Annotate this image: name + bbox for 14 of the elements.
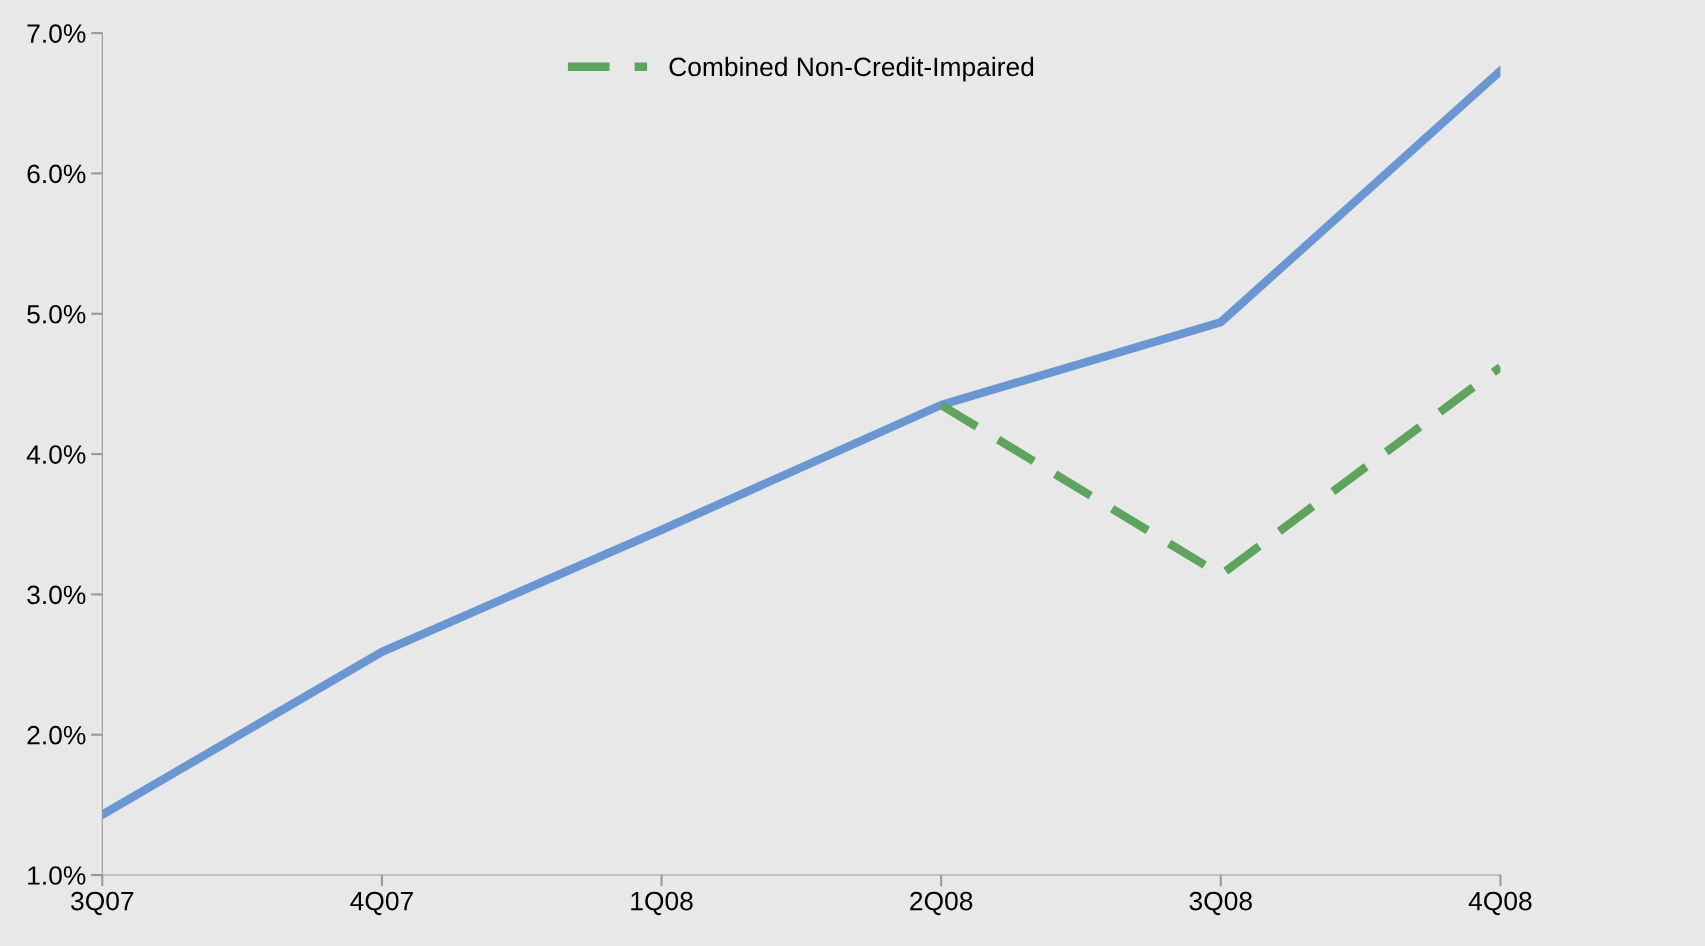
x-tick-label: 3Q08 <box>1189 891 1252 916</box>
x-tick-label: 3Q07 <box>71 891 134 916</box>
y-tick-label: 3.0% <box>27 585 86 605</box>
y-tick-label: 6.0% <box>27 164 86 184</box>
x-tick-label: 2Q08 <box>910 891 973 916</box>
x-tick-label: 4Q08 <box>1468 891 1532 916</box>
y-tick-label: 2.0% <box>27 725 86 745</box>
x-tick-label: 4Q07 <box>350 891 413 916</box>
legend-label: Combined Non-Credit-Impaired <box>669 56 1034 82</box>
x-tick-label: 1Q08 <box>631 891 693 916</box>
y-tick-label: 7.0% <box>27 24 86 43</box>
y-tick-label: 4.0% <box>26 445 86 464</box>
y-tick-label: 5.0% <box>27 304 86 324</box>
y-tick-label: 1.0% <box>28 866 86 885</box>
